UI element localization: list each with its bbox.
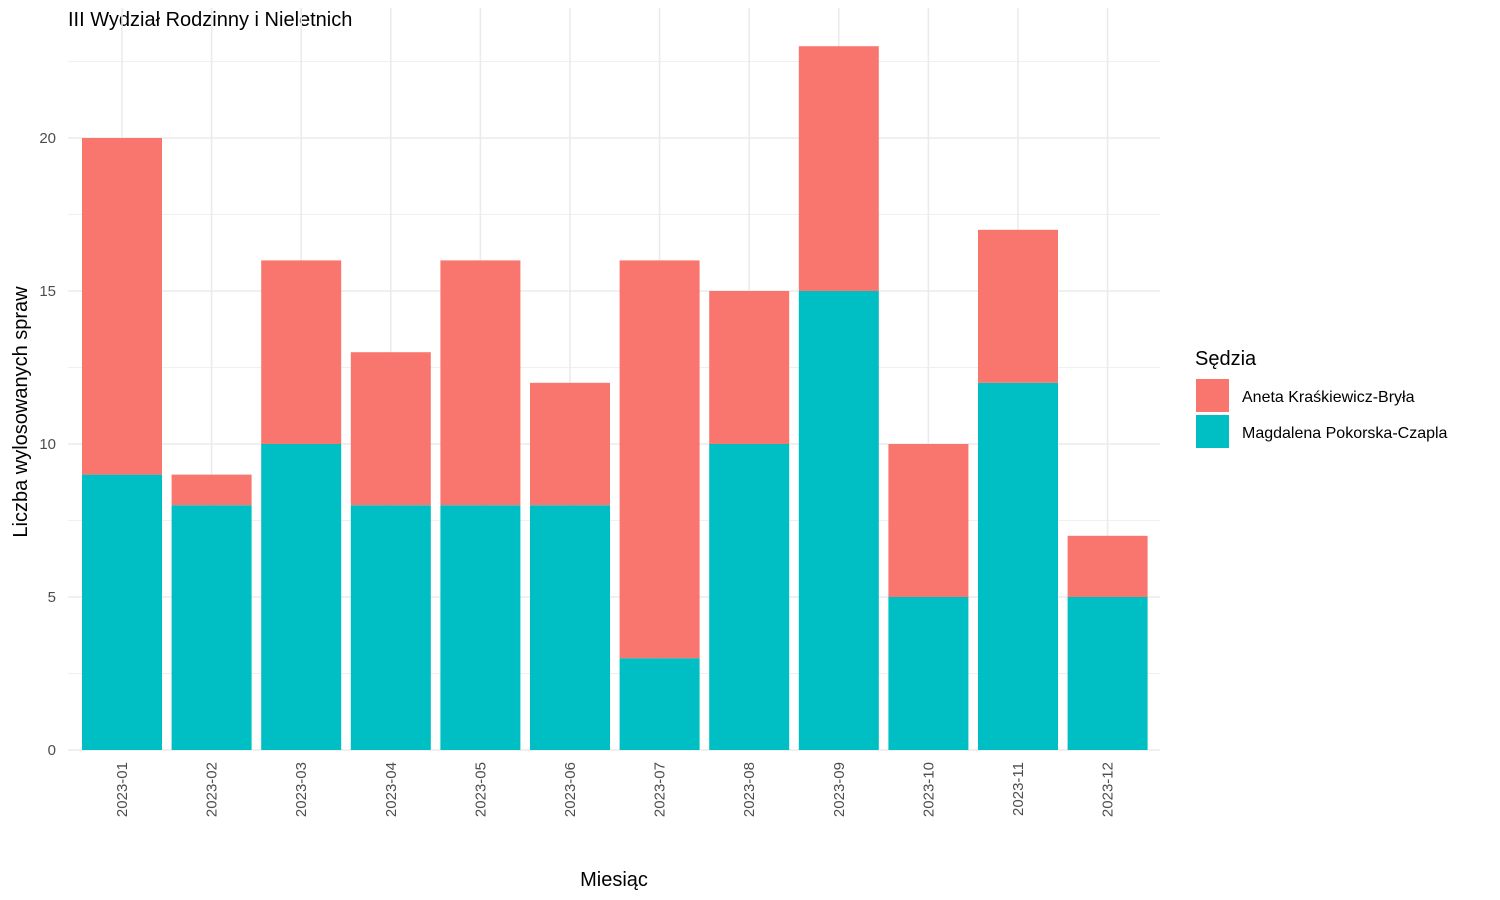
bar-segment: [798, 291, 879, 750]
x-axis-title: Miesiąc: [580, 869, 648, 891]
x-tick-label: 2023-03: [293, 762, 310, 817]
legend-label: Aneta Kraśkiewicz-Bryła: [1242, 389, 1415, 406]
legend-key: [1196, 379, 1229, 412]
x-tick-label: 2023-07: [652, 762, 669, 817]
legend: Sędzia Aneta Kraśkiewicz-Bryła Magdalena …: [1195, 348, 1448, 448]
bar-segment: [440, 505, 521, 750]
bar-segment: [171, 474, 252, 506]
bar-segment: [709, 291, 790, 444]
chart-title: III Wydział Rodzinny i Nieletnich: [68, 9, 352, 31]
bar-segment: [171, 505, 252, 750]
bar-segment: [261, 260, 342, 444]
x-tick-label: 2023-02: [204, 762, 221, 817]
x-tick-label: 2023-11: [1010, 762, 1027, 816]
bar-segment: [530, 382, 610, 506]
bars: [82, 46, 1148, 750]
legend-label: Magdalena Pokorska-Czapla: [1242, 425, 1448, 442]
bar-segment: [1067, 597, 1148, 750]
bar-segment: [978, 382, 1058, 750]
y-tick-label: 10: [39, 436, 56, 453]
y-tick-label: 5: [48, 589, 56, 606]
x-tick-label: 2023-01: [114, 762, 131, 817]
bar-segment: [1067, 535, 1148, 597]
x-tick-label: 2023-09: [831, 762, 848, 817]
x-tick-label: 2023-08: [741, 762, 758, 817]
bar-segment: [978, 229, 1058, 383]
legend-key: [1196, 415, 1229, 448]
legend-title: Sędzia: [1195, 348, 1257, 370]
bar-segment: [709, 444, 790, 750]
x-axis-ticks: 2023-01 2023-02 2023-03 2023-04 2023-05 2023-…: [114, 762, 1117, 817]
y-tick-label: 0: [48, 742, 56, 759]
bar-segment: [350, 352, 431, 506]
x-tick-label: 2023-05: [472, 762, 489, 817]
bar-segment: [888, 444, 969, 597]
bar-segment: [798, 46, 879, 292]
bar-segment: [888, 597, 969, 750]
y-axis-title: Liczba wylosowanych spraw: [10, 286, 32, 538]
bar-segment: [440, 260, 521, 506]
y-axis-ticks: 0 5 10 15 20: [39, 130, 56, 759]
bar-segment: [82, 474, 162, 750]
y-tick-label: 15: [39, 283, 56, 300]
bar-segment: [82, 138, 162, 475]
bar-segment: [530, 505, 610, 750]
y-tick-label: 20: [39, 130, 56, 147]
bar-segment: [619, 260, 700, 659]
bar-segment: [350, 505, 431, 750]
x-tick-label: 2023-12: [1100, 762, 1117, 817]
bar-segment: [261, 444, 342, 750]
x-tick-label: 2023-04: [383, 762, 400, 817]
x-tick-label: 2023-06: [562, 762, 579, 817]
x-tick-label: 2023-10: [920, 762, 937, 817]
bar-segment: [619, 658, 700, 750]
